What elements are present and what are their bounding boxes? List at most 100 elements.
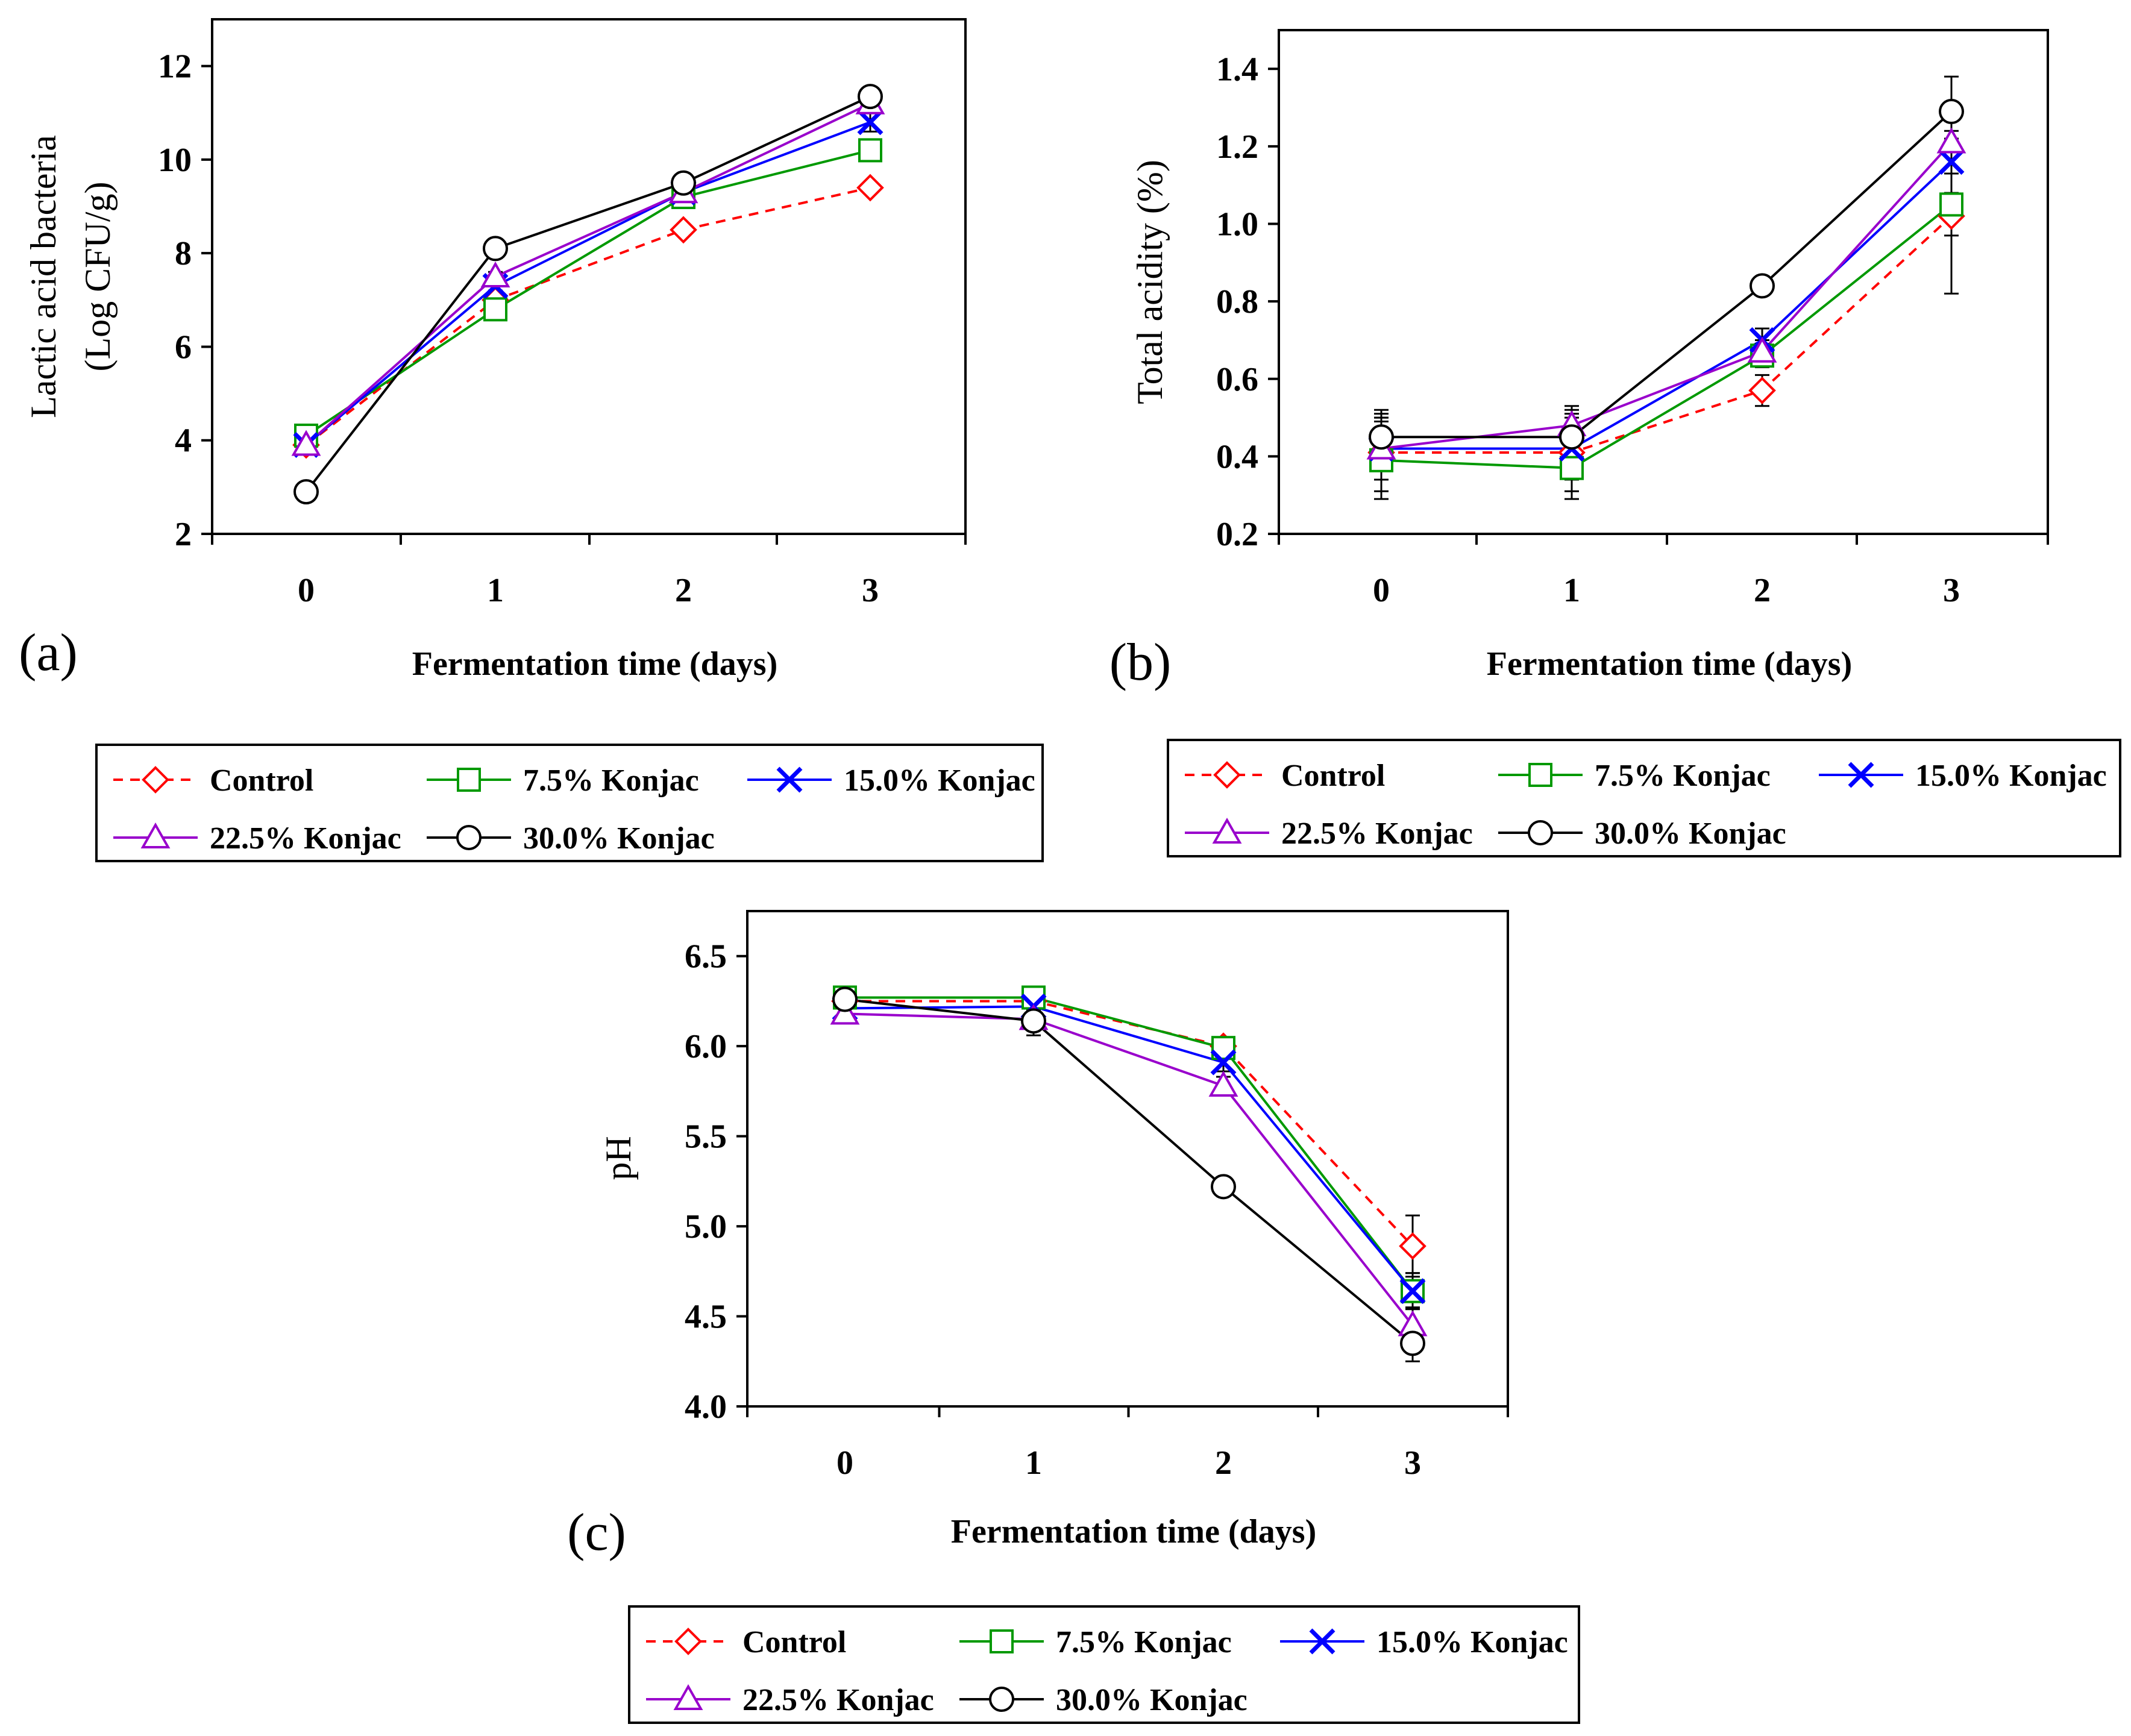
legend-marker xyxy=(990,1629,1014,1653)
legend-item: 22.5% Konjac xyxy=(1185,816,1473,851)
y-tick-label: 6.0 xyxy=(685,1028,727,1065)
legend-label: 15.0% Konjac xyxy=(844,763,1035,798)
legend-marker xyxy=(776,766,803,793)
x-tick-label: 1 xyxy=(1563,572,1580,609)
legend-marker xyxy=(989,1687,1014,1712)
series-line-4 xyxy=(305,102,871,446)
legend-item: 15.0% Konjac xyxy=(1280,1625,1568,1659)
legend-marker xyxy=(1528,820,1553,845)
y-tick-label: 6.5 xyxy=(685,938,727,976)
data-point xyxy=(1939,99,1964,125)
y-tick-label: 2 xyxy=(175,516,192,553)
x-tick-label: 2 xyxy=(675,572,692,609)
legend-label: 15.0% Konjac xyxy=(1376,1625,1568,1659)
panel-label: (b) xyxy=(1109,633,1172,692)
legend-marker xyxy=(1213,761,1241,789)
panel-label: (a) xyxy=(19,624,78,682)
legend-label: 7.5% Konjac xyxy=(1595,759,1771,793)
series-line-3 xyxy=(844,1005,1414,1292)
x-axis-title: Fermentation time (days) xyxy=(1487,645,1853,683)
chart-3: 4.0 4.5 5.0 5.5 6.0 6.5 0 1 2 3 Fermentation time … xyxy=(567,910,1580,1724)
legend-marker xyxy=(142,766,169,794)
x-tick-label: 0 xyxy=(298,572,315,609)
data-point xyxy=(1747,336,1777,363)
x-tick-label: 3 xyxy=(862,572,879,609)
series-line-1 xyxy=(305,186,871,447)
legend-label: 7.5% Konjac xyxy=(1056,1625,1232,1659)
series-line-3 xyxy=(1381,161,1953,450)
x-tick-label: 3 xyxy=(1943,572,1960,609)
data-point xyxy=(1208,1070,1238,1097)
x-tick-label: 0 xyxy=(836,1444,853,1482)
plot-frame xyxy=(211,18,967,535)
y-tick-label: 4.5 xyxy=(685,1299,727,1336)
data-point xyxy=(480,261,510,287)
data-point xyxy=(1399,1278,1426,1305)
data-point xyxy=(830,998,860,1025)
data-point xyxy=(832,986,858,1012)
legend-frame xyxy=(1167,739,2121,857)
legend-marker xyxy=(1528,763,1552,787)
legend-item: 15.0% Konjac xyxy=(1819,759,2107,793)
x-axis-title: Fermentation time (days) xyxy=(412,645,778,683)
data-point xyxy=(1399,1232,1426,1260)
data-point xyxy=(1939,192,1963,217)
legend-label: 30.0% Konjac xyxy=(1595,816,1786,851)
legend-marker xyxy=(140,822,171,848)
y-tick-label: 0.4 xyxy=(1216,438,1258,475)
legend-label: 30.0% Konjac xyxy=(523,821,715,856)
legend-label: 7.5% Konjac xyxy=(523,763,699,798)
legend-item: Control xyxy=(646,1625,846,1659)
series-line-5 xyxy=(305,95,871,493)
legend-marker xyxy=(457,768,481,792)
chart-2: 0.2 0.4 0.6 0.8 1.0 1.2 1.4 0 1 2 3 Fermentation ti… xyxy=(1109,29,2121,857)
y-tick-label: 0.8 xyxy=(1216,283,1258,321)
legend: Control 7.5% Konjac 15.0% Konjac 22.5% Konj… xyxy=(95,744,1044,862)
data-point xyxy=(1750,273,1775,299)
y-tick-label: 0.6 xyxy=(1216,361,1258,398)
series-line-5 xyxy=(1381,110,1953,439)
x-tick-label: 3 xyxy=(1404,1444,1421,1482)
data-point xyxy=(1938,149,1965,175)
legend-item: 22.5% Konjac xyxy=(113,821,401,856)
data-point xyxy=(1210,1049,1237,1076)
legend-marker xyxy=(673,1684,703,1710)
x-tick-label: 2 xyxy=(1754,572,1771,609)
legend-marker xyxy=(1309,1628,1335,1655)
legend: Control 7.5% Konjac 15.0% Konjac 22.5% Konj… xyxy=(1167,739,2121,857)
series-line-1 xyxy=(845,1000,1414,1247)
legend-item: 7.5% Konjac xyxy=(959,1625,1232,1659)
series-line-2 xyxy=(1381,203,1953,469)
x-axis-title: Fermentation time (days) xyxy=(951,1513,1317,1550)
y-axis-title: Lactic acid bacteria xyxy=(24,135,63,418)
y-tick-label: 5.0 xyxy=(685,1208,727,1246)
series-line-2 xyxy=(845,996,1414,1292)
legend-label: 30.0% Konjac xyxy=(1056,1683,1248,1717)
y-tick-label: 4 xyxy=(175,422,192,460)
data-point xyxy=(1560,456,1584,480)
legend-item: 30.0% Konjac xyxy=(1498,816,1786,851)
legend: Control 7.5% Konjac 15.0% Konjac 22.5% Konj… xyxy=(628,1605,1580,1724)
legend-item: Control xyxy=(113,763,313,798)
legend-frame xyxy=(628,1605,1580,1724)
data-point xyxy=(293,479,319,505)
legend-label: 22.5% Konjac xyxy=(1281,816,1473,851)
data-point xyxy=(1936,127,1966,154)
data-point xyxy=(1748,377,1776,404)
legend-item: Control xyxy=(1185,759,1385,793)
data-point xyxy=(858,138,882,163)
y-tick-label: 4.0 xyxy=(685,1388,727,1426)
data-point xyxy=(670,216,697,244)
y-tick-label: 12 xyxy=(158,48,192,86)
legend-item: 7.5% Konjac xyxy=(427,763,699,798)
y-tick-label: 1.4 xyxy=(1216,51,1258,88)
series-line-4 xyxy=(844,1012,1414,1326)
data-point xyxy=(856,174,884,202)
data-point xyxy=(671,170,696,196)
legend-item: 15.0% Konjac xyxy=(747,763,1035,798)
legend-item: 30.0% Konjac xyxy=(427,821,715,856)
data-point xyxy=(1369,424,1394,450)
legend-label: 22.5% Konjac xyxy=(742,1683,934,1717)
legend-item: 22.5% Konjac xyxy=(646,1683,934,1717)
